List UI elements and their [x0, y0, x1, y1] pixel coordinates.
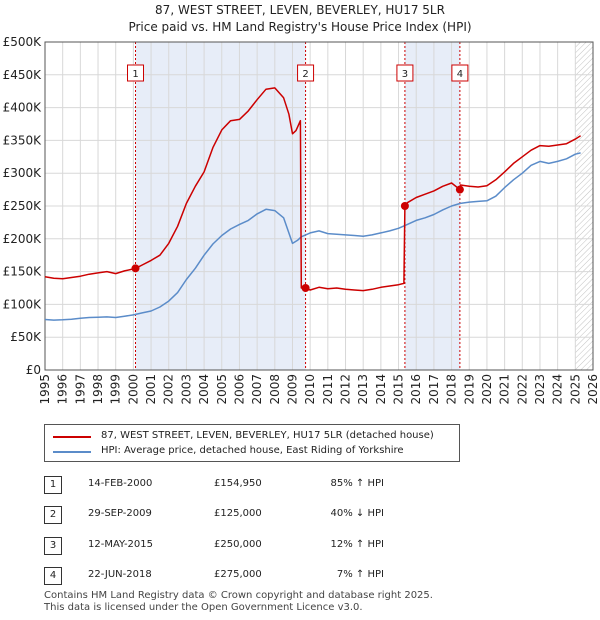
x-tick-label: 2012: [339, 374, 353, 405]
plot-border: [44, 41, 594, 371]
x-tick-label: 2004: [197, 374, 211, 405]
x-tick-label: 2025: [568, 374, 582, 405]
sale-point: [131, 264, 140, 273]
x-tick-label: 2001: [144, 374, 158, 405]
x-tick-label: 2009: [285, 374, 299, 405]
x-tick-label: 2018: [445, 374, 459, 405]
x-tick-label: 2005: [215, 374, 229, 405]
x-tick-label: 2022: [515, 374, 529, 405]
sale-marker-box: [451, 64, 469, 82]
x-tick-label: 2019: [462, 374, 476, 405]
sale-marker-label: 2: [302, 69, 308, 80]
x-tick-label: 2020: [480, 374, 494, 405]
y-tick-label: £250K: [3, 199, 43, 213]
y-tick-label: £50K: [10, 330, 42, 344]
x-tick-label: 2014: [374, 374, 388, 405]
x-tick-label: 2011: [321, 374, 335, 405]
x-tick-label: 2008: [268, 374, 282, 405]
x-tick-label: 2013: [356, 374, 370, 405]
x-tick-label: 2010: [303, 374, 317, 405]
legend-label-property: 87, WEST STREET, LEVEN, BEVERLEY, HU17 5…: [101, 430, 434, 441]
sale-hpi-change: 40% ↓ HPI: [330, 508, 384, 519]
sale-date: 29-SEP-2009: [88, 508, 152, 519]
sale-marker-label: 1: [132, 69, 138, 80]
sale-marker-box: [396, 64, 414, 82]
sale-number: 1: [44, 476, 62, 494]
y-tick-label: £500K: [3, 35, 43, 49]
x-tick-label: 2007: [250, 374, 264, 405]
x-tick-label: 2026: [586, 374, 600, 405]
chart-title: 87, WEST STREET, LEVEN, BEVERLEY, HU17 5…: [155, 3, 445, 17]
chart-subtitle: Price paid vs. HM Land Registry's House …: [128, 20, 472, 34]
sale-price: £250,000: [214, 539, 262, 550]
footer-licence: This data is licensed under the Open Gov…: [44, 602, 363, 613]
x-tick-label: 2003: [179, 374, 193, 405]
y-tick-label: £200K: [3, 232, 43, 246]
x-tick-label: 2016: [409, 374, 423, 405]
sale-row: 1 14-FEB-2000 £154,950 85% ↑ HPI: [44, 474, 484, 494]
footer: Contains HM Land Registry data © Crown c…: [44, 590, 433, 614]
legend: 87, WEST STREET, LEVEN, BEVERLEY, HU17 5…: [44, 424, 460, 462]
y-tick-label: £100K: [3, 297, 43, 311]
sale-date: 22-JUN-2018: [88, 569, 152, 580]
legend-label-hpi: HPI: Average price, detached house, East…: [101, 445, 404, 456]
sale-point: [400, 202, 409, 210]
sale-marker-box: [297, 64, 315, 82]
sale-number: 3: [44, 537, 62, 555]
sale-price: £154,950: [214, 478, 262, 489]
sale-price: £125,000: [214, 508, 262, 519]
x-tick-label: 2017: [427, 374, 441, 405]
sale-row: 4 22-JUN-2018 £275,000 7% ↑ HPI: [44, 565, 484, 585]
y-tick-label: £150K: [3, 265, 43, 279]
sale-number: 4: [44, 567, 62, 585]
legend-swatch-property: [53, 436, 91, 438]
x-tick-label: 1996: [56, 374, 70, 405]
series-line-hpi: [44, 152, 581, 321]
sale-date: 14-FEB-2000: [88, 478, 153, 489]
footer-copyright: Contains HM Land Registry data © Crown c…: [44, 590, 433, 601]
y-tick-label: £350K: [3, 133, 43, 147]
x-tick-label: 2006: [232, 374, 246, 405]
sale-point: [455, 185, 464, 194]
x-tick-label: 2023: [533, 374, 547, 405]
x-tick-label: 1997: [73, 374, 87, 405]
y-tick-label: £0: [26, 363, 41, 377]
y-tick-label: £400K: [3, 101, 43, 115]
sale-number: 2: [44, 506, 62, 524]
sale-row: 2 29-SEP-2009 £125,000 40% ↓ HPI: [44, 504, 484, 524]
x-tick-label: 2002: [162, 374, 176, 405]
series-line-property: [44, 87, 581, 292]
sale-point: [301, 284, 310, 292]
sale-marker-label: 3: [402, 69, 408, 80]
sale-hpi-change: 7% ↑ HPI: [336, 569, 384, 580]
sale-hpi-change: 85% ↑ HPI: [330, 478, 384, 489]
y-tick-label: £300K: [3, 166, 43, 180]
y-tick-label: £450K: [3, 68, 43, 82]
sale-marker-label: 4: [457, 69, 463, 80]
sale-row: 3 12-MAY-2015 £250,000 12% ↑ HPI: [44, 535, 484, 555]
sale-hpi-change: 12% ↑ HPI: [330, 539, 384, 550]
x-tick-label: 2021: [498, 374, 512, 405]
sale-marker-box: [127, 64, 145, 82]
sale-price: £275,000: [214, 569, 262, 580]
sale-date: 12-MAY-2015: [88, 539, 154, 550]
legend-swatch-hpi: [53, 451, 91, 453]
x-tick-label: 1998: [91, 374, 105, 405]
x-tick-label: 2000: [126, 374, 140, 405]
x-tick-label: 2024: [551, 374, 565, 405]
x-tick-label: 1995: [38, 374, 52, 405]
x-tick-label: 2015: [392, 374, 406, 405]
x-tick-label: 1999: [109, 374, 123, 405]
price-chart: £0 £50K £100K £150K £200K £250K £300K £350K £400…: [3, 35, 600, 405]
